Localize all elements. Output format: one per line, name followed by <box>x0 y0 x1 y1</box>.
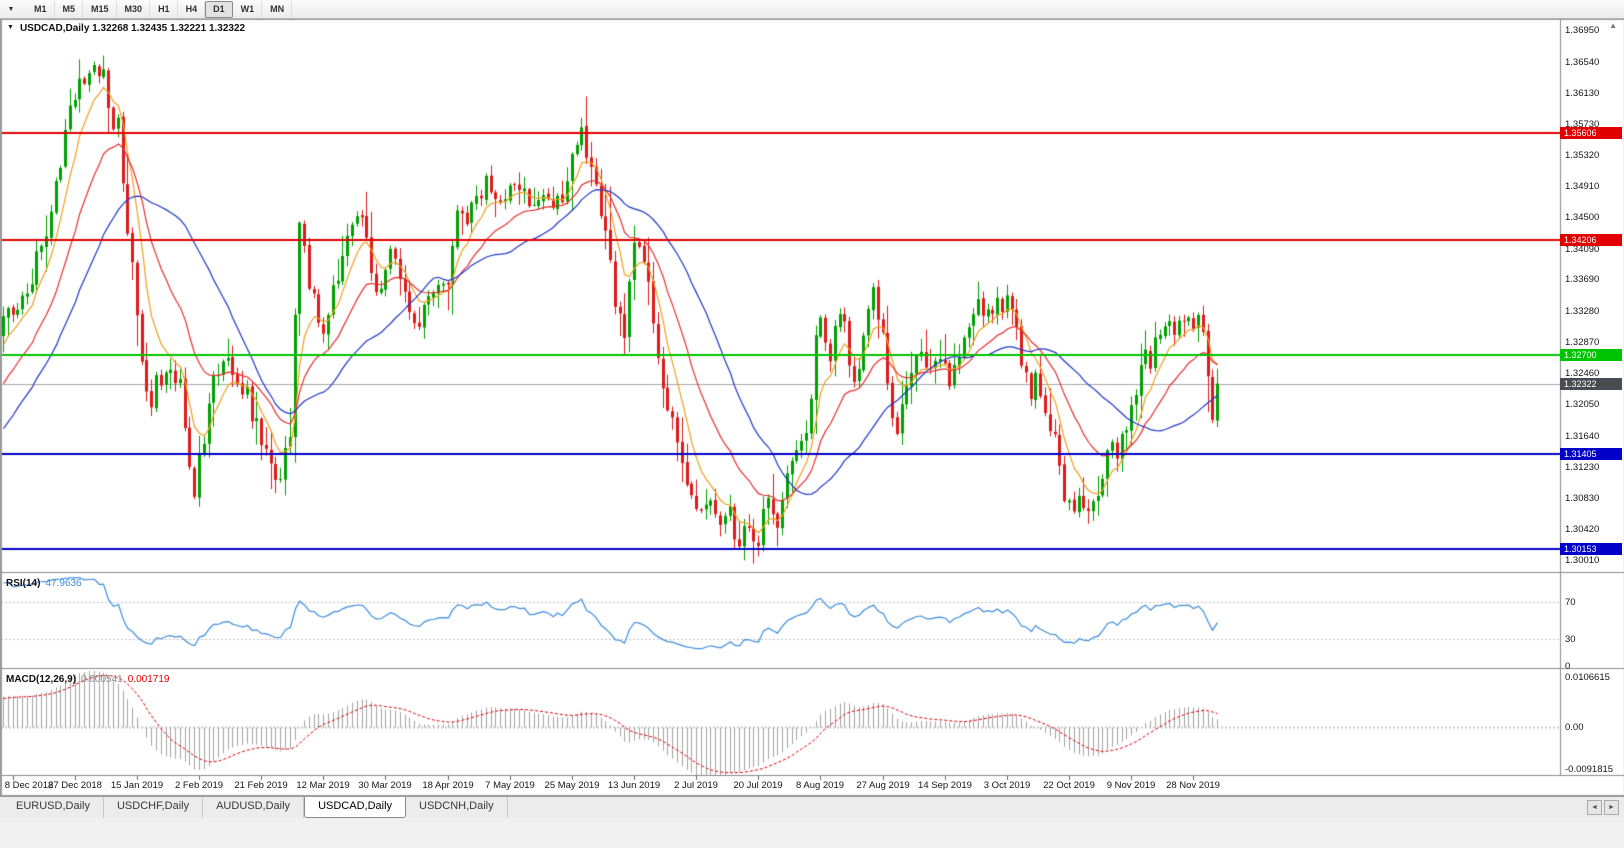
current-price-badge: 1.32322 <box>1560 378 1622 390</box>
price-line-badge: 1.35606 <box>1560 127 1622 139</box>
chart-tab-usdcnh[interactable]: USDCNH,Daily <box>406 797 508 818</box>
date-label: 20 Jul 2019 <box>733 780 783 791</box>
price-tick-label: 1.32460 <box>1565 368 1600 380</box>
date-label: 13 Jun 2019 <box>607 780 661 791</box>
date-label: 27 Dec 2018 <box>48 780 102 791</box>
macd-tick-label: -0.0091815 <box>1565 764 1614 775</box>
price-tick-label: 1.34090 <box>1565 243 1600 255</box>
timeframe-button-m5[interactable]: M5 <box>55 0 84 18</box>
chart-title-text: USDCAD,Daily 1.32268 1.32435 1.32221 1.3… <box>19 23 246 34</box>
date-label: 12 Mar 2019 <box>296 780 350 791</box>
date-label: 30 Mar 2019 <box>358 780 412 791</box>
rsi-tick-label: 70 <box>1565 597 1576 609</box>
timeframe-button-h4[interactable]: H4 <box>178 0 206 18</box>
chart-tabs: EURUSD,Daily USDCHF,Daily AUDUSD,Daily USDC… <box>3 797 508 818</box>
price-tick-label: 1.32870 <box>1565 336 1600 348</box>
chart-window: ▼ USDCAD,Daily 1.32268 1.32435 1.32221 1… <box>0 19 1624 796</box>
chart-canvas[interactable] <box>1 19 1624 796</box>
date-label: 25 May 2019 <box>544 780 600 791</box>
chart-tab-audusd[interactable]: AUDUSD,Daily <box>203 797 305 818</box>
price-tick-label: 1.30420 <box>1565 523 1600 535</box>
chart-tab-eurusd[interactable]: EURUSD,Daily <box>3 797 104 818</box>
rsi-name: RSI(14) <box>6 578 41 589</box>
price-tick-label: 1.33280 <box>1565 305 1600 317</box>
price-tick-label: 1.36540 <box>1565 56 1600 68</box>
timeframe-buttons: M1 M5 M15 M30 H1 H4 D1 W1 MN <box>26 0 293 18</box>
date-label: 15 Jan 2019 <box>110 780 164 791</box>
price-tick-label: 1.33690 <box>1565 274 1600 286</box>
timeframe-button-d1[interactable]: D1 <box>205 0 233 18</box>
price-scale[interactable]: 1.36950 1.36540 1.36130 1.35730 1.35320 1.349… <box>1560 19 1623 776</box>
date-label: 18 Apr 2019 <box>422 780 474 791</box>
price-tick-label: 1.35320 <box>1565 149 1600 161</box>
price-line-badge: 1.30153 <box>1560 543 1622 555</box>
date-label: 28 Nov 2019 <box>1166 780 1220 791</box>
date-label: 8 Dec 2018 <box>4 780 54 791</box>
rsi-tick-label: 0 <box>1565 661 1571 672</box>
timeframe-button-m1[interactable]: M1 <box>26 0 55 18</box>
timeframe-button-mn[interactable]: MN <box>262 0 293 18</box>
chart-tab-bar: EURUSD,Daily USDCHF,Daily AUDUSD,Daily USDC… <box>0 796 1624 818</box>
price-line-badge: 1.32700 <box>1560 349 1622 361</box>
price-tick-label: 1.34910 <box>1565 181 1600 193</box>
price-tick-label: 1.31640 <box>1565 430 1600 442</box>
tab-scroll-buttons: ◄ ► <box>1587 800 1619 815</box>
date-label: 2 Jul 2019 <box>674 780 718 791</box>
macd-tick-label: 0.00 <box>1565 721 1584 733</box>
date-label: 14 Sep 2019 <box>918 780 972 791</box>
price-tick-label: 1.30010 <box>1565 555 1600 567</box>
rsi-value: 47.9636 <box>45 578 82 589</box>
tab-scroll-right-icon[interactable]: ► <box>1604 800 1619 815</box>
timeframe-button-m30[interactable]: M30 <box>117 0 151 18</box>
price-tick-label: 1.30830 <box>1565 492 1600 504</box>
date-label: 7 May 2019 <box>485 780 535 791</box>
chart-collapse-icon[interactable]: ▼ <box>7 24 14 31</box>
timeframe-button-m15[interactable]: M15 <box>83 0 117 18</box>
price-tick-label: 1.35730 <box>1565 118 1600 130</box>
macd-signal-value: 0.001719 <box>127 674 170 685</box>
rsi-tick-label: 30 <box>1565 633 1576 645</box>
macd-indicator-label: MACD(12,26,9) 0.000541 0.001719 <box>6 674 169 685</box>
price-tick-label: 1.32050 <box>1565 399 1600 411</box>
timeframe-button-w1[interactable]: W1 <box>233 0 263 18</box>
timeframe-button-h1[interactable]: H1 <box>150 0 178 18</box>
price-tick-label: 1.36950 <box>1565 25 1600 37</box>
macd-tick-label: 0.0106615 <box>1565 672 1610 683</box>
timeframe-toolbar: ▼ M1 M5 M15 M30 H1 H4 D1 W1 MN <box>0 0 1624 19</box>
date-scale[interactable]: 8 Dec 2018 27 Dec 2018 15 Jan 2019 2 Feb 20… <box>1 776 1561 796</box>
date-label: 8 Aug 2019 <box>795 780 845 791</box>
price-tick-label: 1.31230 <box>1565 461 1600 473</box>
status-strip <box>0 818 1624 848</box>
tab-scroll-left-icon[interactable]: ◄ <box>1587 800 1602 815</box>
date-label: 27 Aug 2019 <box>856 780 910 791</box>
macd-main-value: 0.000541 <box>81 674 123 685</box>
scroll-up-icon[interactable]: ▲ <box>1609 21 1617 30</box>
date-label: 3 Oct 2019 <box>983 780 1031 791</box>
toolbar-dropdown-icon[interactable]: ▼ <box>7 5 15 13</box>
price-line-badge: 1.34206 <box>1560 234 1622 246</box>
price-tick-label: 1.34500 <box>1565 212 1600 224</box>
price-tick-label: 1.36130 <box>1565 88 1600 100</box>
macd-name: MACD(12,26,9) <box>6 674 77 685</box>
chart-tab-usdcad[interactable]: USDCAD,Daily <box>304 797 407 818</box>
date-label: 22 Oct 2019 <box>1043 780 1095 791</box>
chart-tab-usdchf[interactable]: USDCHF,Daily <box>104 797 204 818</box>
chart-title: ▼ USDCAD,Daily 1.32268 1.32435 1.32221 1… <box>7 23 245 34</box>
date-label: 21 Feb 2019 <box>234 780 288 791</box>
price-line-badge: 1.31405 <box>1560 448 1622 460</box>
rsi-indicator-label: RSI(14) 47.9636 <box>6 578 82 589</box>
date-label: 9 Nov 2019 <box>1106 780 1156 791</box>
date-label: 2 Feb 2019 <box>174 780 224 791</box>
